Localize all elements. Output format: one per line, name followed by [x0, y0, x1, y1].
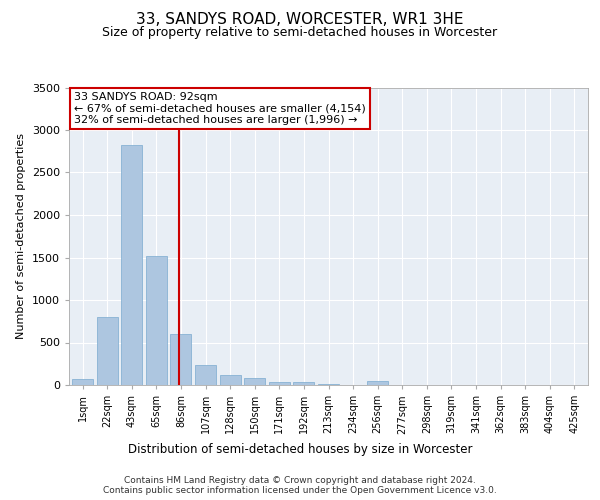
Bar	[367, 381, 388, 385]
Bar	[318, 384, 339, 385]
Bar	[269, 382, 290, 385]
Bar	[97, 317, 118, 385]
Bar	[146, 256, 167, 385]
Bar	[220, 375, 241, 385]
Bar	[170, 334, 191, 385]
Text: 33 SANDYS ROAD: 92sqm
← 67% of semi-detached houses are smaller (4,154)
32% of s: 33 SANDYS ROAD: 92sqm ← 67% of semi-deta…	[74, 92, 366, 125]
Bar	[244, 378, 265, 385]
Text: Size of property relative to semi-detached houses in Worcester: Size of property relative to semi-detach…	[103, 26, 497, 39]
Bar	[72, 379, 93, 385]
Y-axis label: Number of semi-detached properties: Number of semi-detached properties	[16, 133, 26, 339]
Text: 33, SANDYS ROAD, WORCESTER, WR1 3HE: 33, SANDYS ROAD, WORCESTER, WR1 3HE	[136, 12, 464, 28]
Text: Contains HM Land Registry data © Crown copyright and database right 2024.
Contai: Contains HM Land Registry data © Crown c…	[103, 476, 497, 495]
Text: Distribution of semi-detached houses by size in Worcester: Distribution of semi-detached houses by …	[128, 442, 472, 456]
Bar	[195, 366, 216, 385]
Bar	[121, 146, 142, 385]
Bar	[293, 382, 314, 385]
